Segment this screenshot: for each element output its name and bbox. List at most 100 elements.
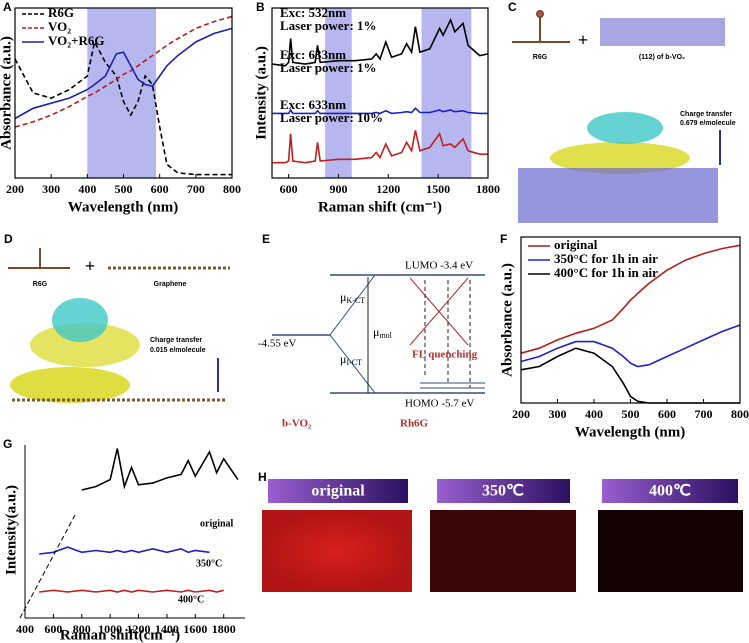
- legend-label: 350°C for 1h in air: [554, 251, 658, 266]
- x-axis-label: Wavelength (nm): [575, 424, 685, 440]
- annotation: Laser power: 1%: [280, 18, 377, 33]
- series-line: [520, 347, 740, 404]
- panel-label: E: [262, 232, 270, 246]
- cross: [409, 277, 469, 346]
- x-tick-label: 800: [223, 182, 241, 196]
- x-tick-label: 1200: [376, 182, 400, 196]
- label: Graphene: [154, 281, 187, 288]
- chart: 200 300 400 500 600 700 800 Wavelength (nm) Abso…: [499, 232, 749, 440]
- x-tick-label: 700: [695, 407, 713, 421]
- legend-label: R6G: [48, 5, 74, 20]
- header: 400℃: [649, 483, 691, 500]
- chart: 600 900 1200 1500 1800 Raman shift (cm⁻¹) Inte…: [253, 0, 500, 215]
- legend-label: 400°C for 1h in air: [554, 265, 658, 280]
- y-axis-label: Intensity (a.u.): [253, 46, 269, 140]
- panel-label: D: [4, 232, 13, 246]
- x-tick-label: 600: [658, 407, 676, 421]
- guide: [19, 514, 76, 619]
- x-tick-label: 500: [115, 182, 133, 196]
- panel-e: E LUMO -3.4 eV HOMO -5.7 eV -4.55 eV μK-…: [258, 232, 485, 430]
- series-label: 400°C: [178, 594, 204, 605]
- legend-label: VO₂+R6G: [48, 33, 105, 48]
- x-tick-label: 400: [585, 407, 603, 421]
- x-tick-label: 800: [731, 407, 749, 421]
- x-tick-label: 200: [512, 407, 530, 421]
- x-axis-label: Raman shift(cm⁻¹): [60, 627, 180, 643]
- quench-label: FL quenching: [412, 349, 478, 361]
- header: original: [311, 483, 365, 500]
- mu-k-label: μK-CT: [340, 290, 365, 305]
- x-tick-label: 800: [73, 622, 91, 636]
- panel-label: H: [258, 470, 267, 484]
- x-tick-label: 1000: [98, 622, 122, 636]
- label: R6G: [533, 54, 548, 61]
- header-bar: [602, 479, 738, 503]
- x-tick-label: 500: [622, 407, 640, 421]
- density: [587, 112, 663, 144]
- x-tick-label: 300: [42, 182, 60, 196]
- homo-label: HOMO -5.7 eV: [405, 398, 474, 410]
- x-tick-label: 600: [280, 182, 298, 196]
- header-bar: [437, 479, 570, 503]
- panel-label: B: [256, 0, 265, 14]
- x-axis-label: Wavelength (nm): [68, 199, 178, 215]
- label: Charge transfer: [150, 337, 202, 344]
- x-tick-label: 300: [549, 407, 567, 421]
- fermi-label: -4.55 eV: [258, 338, 297, 350]
- plus: +: [578, 30, 588, 50]
- plus: +: [85, 256, 95, 276]
- panel-c: C R6G + (112) of b-VO₂ Charge transfer 0…: [508, 0, 736, 223]
- legend-label: VO₂: [48, 19, 71, 34]
- x-tick-label: 200: [6, 182, 24, 196]
- chart: 400 600 800 1000 1200 1400 1600 1800 Raman shift…: [3, 437, 245, 643]
- series-line: [14, 39, 232, 176]
- panel-label: F: [500, 232, 507, 246]
- panel-d: D R6G + Graphene Charge transfer 0.015 e…: [4, 232, 230, 403]
- image: [598, 510, 743, 592]
- x-tick-label: 400: [78, 182, 96, 196]
- series-line: [14, 15, 233, 128]
- density: [10, 367, 130, 403]
- lumo-label: LUMO -3.4 eV: [405, 260, 473, 272]
- y-axis-label: Absorbance (a.u.): [0, 36, 14, 150]
- series-line: [520, 324, 741, 368]
- slab: [600, 18, 725, 46]
- x-tick-label: 600: [151, 182, 169, 196]
- annotation: Exc: 633nm: [280, 97, 346, 112]
- header-bar: [268, 479, 408, 503]
- density: [52, 298, 108, 342]
- annotation: Laser power: 1%: [280, 60, 377, 75]
- series-line: [271, 17, 489, 67]
- mu-i-label: μI-CT: [340, 352, 362, 367]
- highlight-band: [325, 8, 352, 178]
- series-line: [272, 130, 488, 164]
- series-line: [14, 27, 233, 120]
- label: 0.679 e/molecule: [680, 120, 736, 127]
- series-label: original: [200, 518, 234, 529]
- legend-label: original: [554, 237, 598, 252]
- panel-h: H original 350℃ 400℃: [258, 470, 743, 592]
- image: [262, 510, 412, 592]
- panel-label: C: [508, 0, 517, 14]
- molecule: [512, 10, 570, 43]
- series-line: [81, 448, 239, 491]
- x-tick-label: 900: [329, 182, 347, 196]
- panel-label: A: [3, 0, 12, 14]
- x-tick-label: 600: [44, 622, 62, 636]
- panel-label: G: [3, 437, 12, 451]
- mu-mol-label: μmol: [373, 325, 393, 340]
- plot-frame: [271, 7, 489, 179]
- label: 0.015 e/molecule: [150, 347, 206, 354]
- x-tick-label: 400: [16, 622, 34, 636]
- label: R6G: [33, 281, 48, 288]
- annotation: Exc: 532nm: [280, 5, 346, 20]
- x-tick-label: 1600: [183, 622, 207, 636]
- image: [430, 510, 576, 592]
- x-tick-label: 1800: [476, 182, 500, 196]
- y-axis-label: Absorbance (a.u.): [499, 263, 515, 377]
- label: b-VO₂: [282, 418, 312, 430]
- x-tick-label: 1400: [155, 622, 179, 636]
- label: Charge transfer: [680, 111, 732, 118]
- series-line: [520, 244, 741, 354]
- density: [30, 323, 140, 367]
